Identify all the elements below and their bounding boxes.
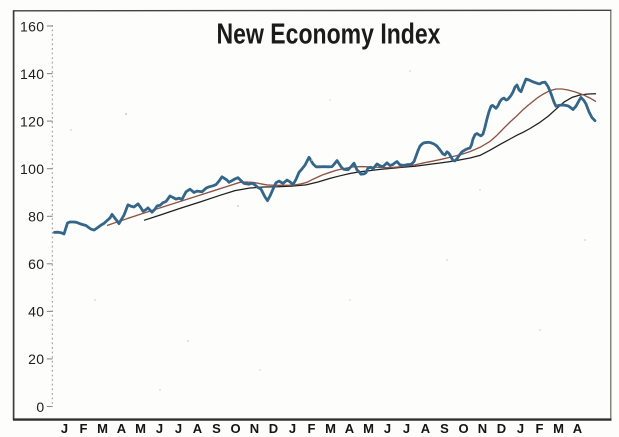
svg-text:M: M — [97, 421, 108, 436]
svg-text:100: 100 — [20, 161, 45, 177]
svg-text:D: D — [269, 421, 278, 436]
svg-text:J: J — [61, 421, 68, 436]
svg-text:M: M — [135, 421, 146, 436]
svg-text:D: D — [497, 421, 506, 436]
svg-text:A: A — [573, 421, 583, 436]
svg-text:N: N — [478, 421, 487, 436]
svg-text:J: J — [156, 421, 163, 436]
svg-text:60: 60 — [28, 256, 44, 272]
svg-text:0: 0 — [36, 399, 44, 415]
svg-text:80: 80 — [28, 209, 44, 225]
svg-text:A: A — [345, 421, 355, 436]
svg-text:M: M — [325, 421, 336, 436]
svg-text:160: 160 — [20, 18, 45, 34]
svg-text:O: O — [458, 421, 468, 436]
svg-text:New Economy Index: New Economy Index — [217, 17, 441, 50]
svg-text:J: J — [517, 421, 524, 436]
svg-text:S: S — [212, 421, 221, 436]
svg-text:140: 140 — [20, 66, 45, 82]
svg-text:J: J — [384, 421, 391, 436]
svg-text:A: A — [421, 421, 431, 436]
svg-text:S: S — [440, 421, 449, 436]
svg-text:A: A — [193, 421, 203, 436]
svg-text:O: O — [230, 421, 240, 436]
svg-text:F: F — [308, 421, 316, 436]
svg-text:J: J — [175, 421, 182, 436]
svg-text:J: J — [403, 421, 410, 436]
svg-text:F: F — [80, 421, 88, 436]
svg-text:20: 20 — [28, 351, 44, 367]
svg-text:F: F — [536, 421, 544, 436]
svg-text:A: A — [117, 421, 127, 436]
svg-text:120: 120 — [20, 113, 45, 129]
svg-text:J: J — [289, 421, 296, 436]
svg-text:M: M — [363, 421, 374, 436]
svg-text:40: 40 — [28, 304, 44, 320]
svg-text:M: M — [553, 421, 564, 436]
svg-text:N: N — [250, 421, 259, 436]
